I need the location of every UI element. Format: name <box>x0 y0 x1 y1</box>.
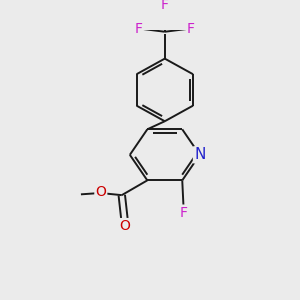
Text: F: F <box>180 206 188 220</box>
Text: N: N <box>194 147 206 162</box>
Text: F: F <box>187 22 195 36</box>
Text: O: O <box>119 219 130 233</box>
Text: O: O <box>95 185 106 200</box>
Text: F: F <box>161 0 169 12</box>
Text: F: F <box>134 22 142 36</box>
